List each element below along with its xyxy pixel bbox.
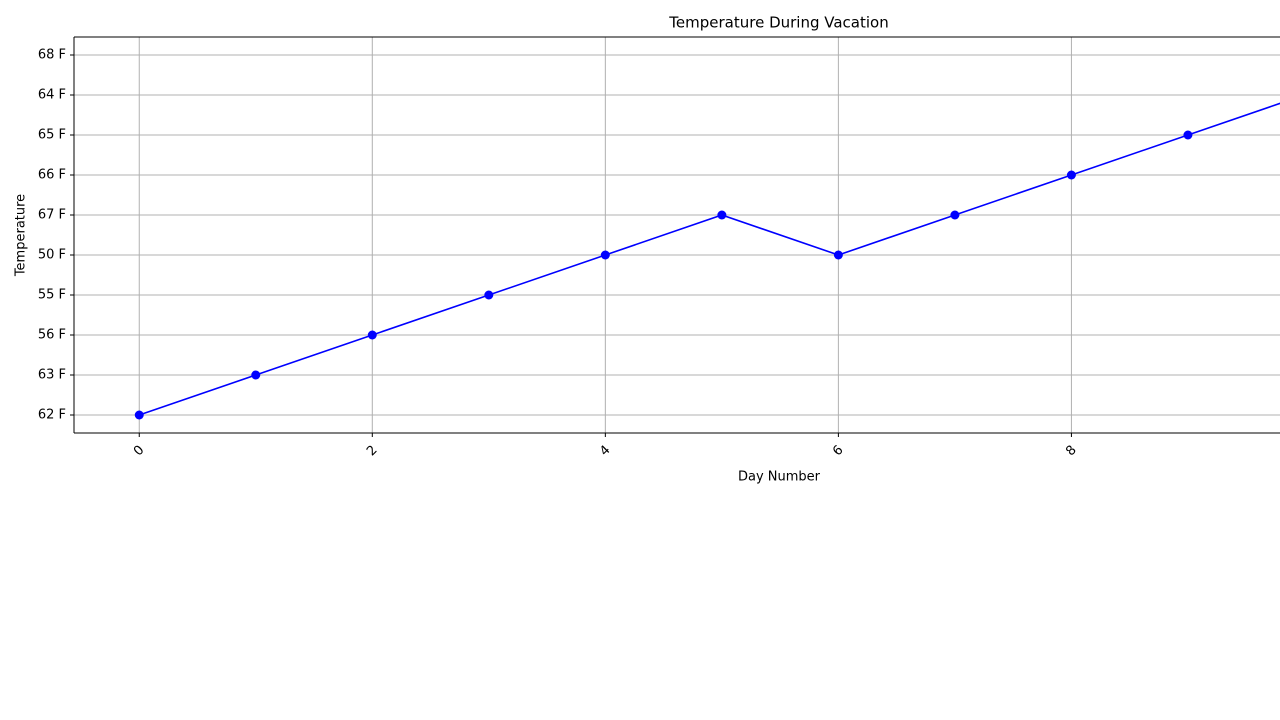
point xyxy=(1183,130,1193,140)
y-axis-label: Temperature xyxy=(14,194,29,277)
y-tick-label: 55 F xyxy=(38,288,66,303)
y-tick-label: 50 F xyxy=(38,248,66,263)
y-tick-label: 63 F xyxy=(38,368,66,383)
point xyxy=(1066,170,1076,180)
y-tick-label: 64 F xyxy=(38,88,66,103)
point xyxy=(367,330,377,340)
point xyxy=(251,370,261,380)
point xyxy=(484,290,494,300)
point xyxy=(134,410,144,420)
point xyxy=(717,210,727,220)
x-tick-label: 6 xyxy=(830,443,846,459)
point xyxy=(950,210,960,220)
y-tick-label: 62 F xyxy=(38,408,66,423)
y-tick-label: 66 F xyxy=(38,168,66,183)
y-tick-label: 67 F xyxy=(38,208,66,223)
point xyxy=(600,250,610,260)
y-tick-label: 68 F xyxy=(38,48,66,63)
y-tick-label: 65 F xyxy=(38,128,66,143)
x-tick-label: 2 xyxy=(364,443,380,459)
x-tick-label: 0 xyxy=(131,443,147,459)
grid xyxy=(74,37,1280,433)
axes: 62 F 63 F 56 F 55 F 50 F 67 F 66 F 65 F 64 F 68 F… xyxy=(38,36,1280,459)
plot-area xyxy=(134,102,1280,420)
x-tick-label: 4 xyxy=(597,443,613,459)
y-tick-label: 56 F xyxy=(38,328,66,343)
x-tick-label: 8 xyxy=(1063,443,1079,459)
point xyxy=(833,250,843,260)
x-axis-label: Day Number xyxy=(738,470,821,485)
chart-title: Temperature During Vacation xyxy=(668,14,888,32)
